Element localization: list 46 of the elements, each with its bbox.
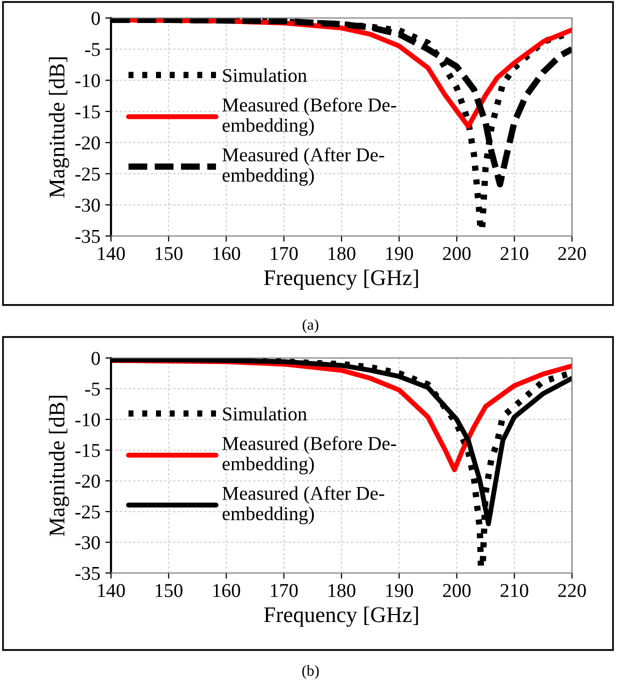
y-tick-label: -10: [75, 413, 100, 426]
y-tick-label: -5: [85, 43, 100, 56]
y-tick-label: 0: [92, 12, 100, 25]
text: (a): [302, 319, 318, 333]
y-tick-label: -20: [75, 136, 100, 150]
text: (b): [302, 665, 319, 679]
y-tick-label: -20: [75, 474, 100, 488]
x-tick-label: 150: [156, 246, 182, 260]
x-tick-label: 210: [500, 584, 528, 598]
x-axis-title: Frequency [GHz]: [264, 270, 418, 290]
x-tick-label: 200: [443, 246, 471, 260]
y-tick-label: -15: [75, 444, 100, 458]
y-tick-label: -25: [75, 168, 100, 181]
legend-label: Measured (Before De-embedding): [222, 436, 396, 474]
x-tick-label: 160: [213, 584, 240, 598]
y-tick-label: -30: [75, 198, 100, 212]
y-tick-label: -15: [75, 105, 100, 118]
y-tick-label: -25: [75, 505, 100, 519]
legend-label: Measured (After De-embedding): [222, 148, 384, 186]
x-tick-label: 190: [386, 584, 413, 598]
y-axis-title: Magnitude [dB]: [48, 396, 70, 536]
y-axis-title: Magnitude [dB]: [48, 57, 70, 198]
x-axis-title: Frequency [GHz]: [264, 606, 418, 627]
x-tick-label: 200: [443, 584, 471, 598]
y-tick-label: -30: [75, 536, 100, 550]
x-tick-label: 140: [98, 584, 125, 598]
x-tick-label: 190: [386, 246, 413, 260]
legend-label: Simulation: [223, 406, 307, 421]
x-tick-label: 170: [271, 584, 298, 598]
x-tick-label: 160: [213, 246, 240, 260]
x-tick-label: 140: [98, 246, 125, 260]
x-tick-label: 180: [328, 584, 356, 598]
x-tick-label: 220: [558, 246, 586, 260]
legend-label: Simulation: [223, 68, 307, 82]
x-tick-label: 150: [156, 584, 182, 598]
legend-label: Measured (Before De-embedding): [222, 98, 396, 136]
y-tick-label: 0: [92, 352, 100, 365]
x-tick-label: 220: [558, 584, 586, 598]
y-tick-label: -10: [75, 74, 100, 88]
x-tick-label: 210: [500, 246, 528, 260]
legend-label: Measured (After De-embedding): [222, 486, 384, 524]
y-tick-label: -5: [85, 382, 100, 396]
y-tick-label: -35: [75, 230, 100, 243]
x-tick-label: 180: [328, 246, 356, 260]
y-tick-label: -35: [75, 566, 100, 580]
x-tick-label: 170: [271, 246, 298, 260]
